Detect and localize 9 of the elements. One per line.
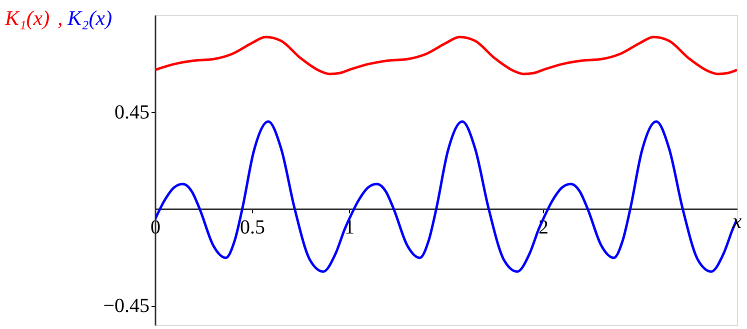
y-tick-label: −0.45 [103,295,150,318]
text: K₂(x) [66,6,112,30]
line-series [155,36,737,76]
x-tick-label: 0.5 [240,216,265,238]
text: K₁(x) [4,6,50,30]
y-tick-label: 0.45 [114,101,150,124]
x-axis-title: x [731,208,742,233]
text: , [58,6,63,30]
x-tick-label: 2 [538,216,548,238]
